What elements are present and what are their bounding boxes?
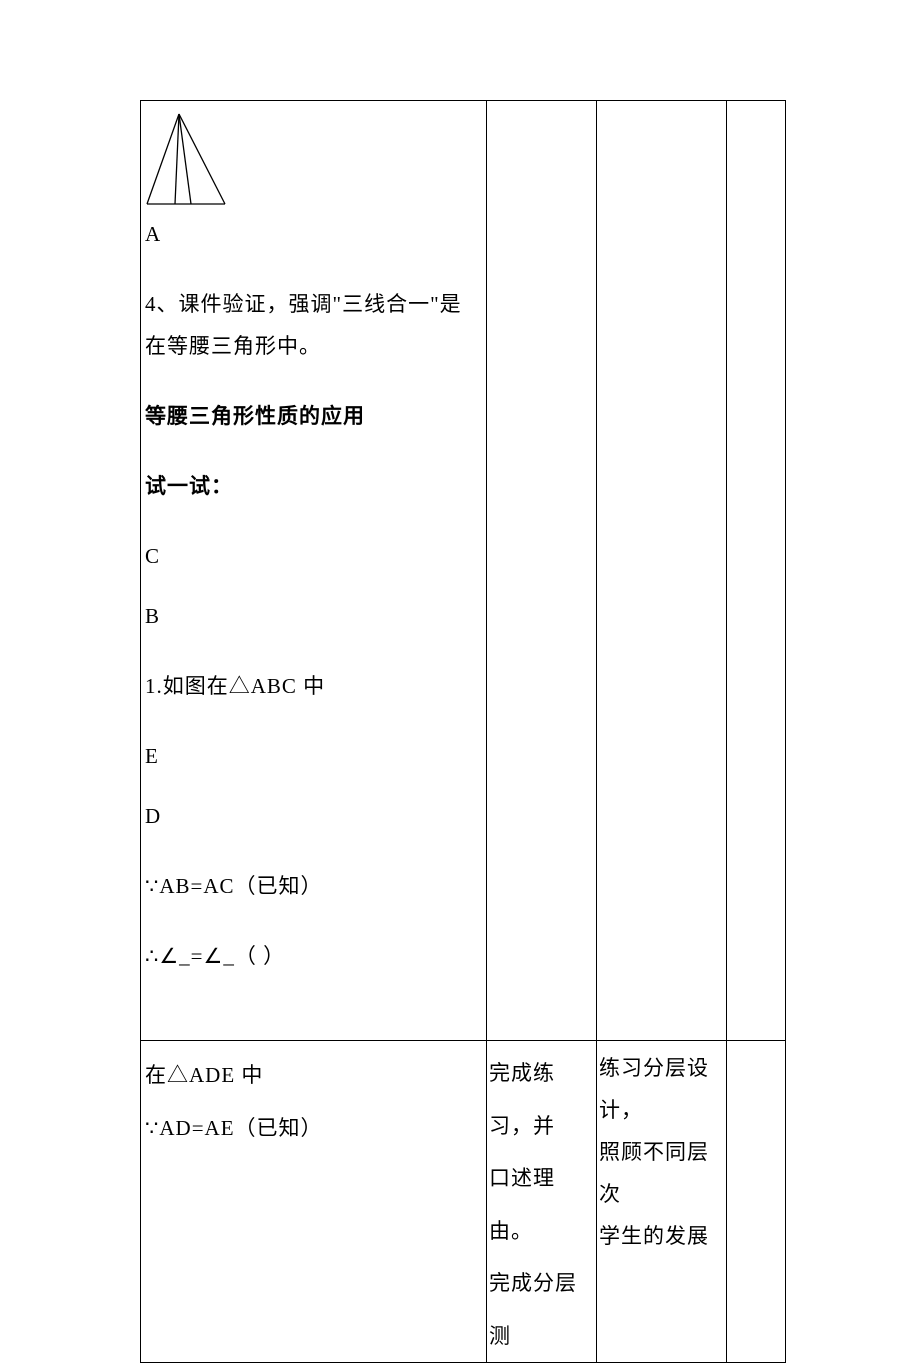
label-B: B <box>145 595 482 637</box>
document-page: A 4、课件验证，强调"三线合一"是在等腰三角形中。 等腰三角形性质的应用 试一… <box>0 0 920 1302</box>
triangle-diagram <box>145 112 245 207</box>
table-row: A 4、课件验证，强调"三线合一"是在等腰三角形中。 等腰三角形性质的应用 试一… <box>141 101 786 1041</box>
empty-cell-r1c3 <box>597 101 727 1041</box>
label-D: D <box>145 795 482 837</box>
row2-col1: 在△ADE 中 ∵AD=AE（已知） <box>141 1041 487 1363</box>
therefore-line-1: ∴∠_=∠_（ ） <box>145 935 482 977</box>
row2-col3-line1: 练习分层设计， <box>599 1047 724 1131</box>
main-content-cell: A 4、课件验证，强调"三线合一"是在等腰三角形中。 等腰三角形性质的应用 试一… <box>141 101 487 1041</box>
question-1: 1.如图在△ABC 中 <box>145 665 482 707</box>
row2-col3-line3: 学生的发展 <box>599 1215 724 1257</box>
row2-col2: 完成练习，并 口述理由。 完成分层测 <box>487 1041 597 1363</box>
label-C: C <box>145 535 482 577</box>
label-A: A <box>145 213 482 255</box>
triangle-svg <box>145 112 245 207</box>
row2-col3-line2: 照顾不同层次 <box>599 1131 724 1215</box>
row2-col2-line3: 完成分层测 <box>489 1257 594 1362</box>
heading-try: 试一试： <box>145 465 482 507</box>
row2-col1-line1: 在△ADE 中 <box>145 1049 482 1102</box>
empty-cell-r1c2 <box>487 101 597 1041</box>
empty-cell-r1c4 <box>727 101 786 1041</box>
row2-col3: 练习分层设计， 照顾不同层次 学生的发展 <box>597 1041 727 1363</box>
because-line-1: ∵AB=AC（已知） <box>145 865 482 907</box>
label-E: E <box>145 735 482 777</box>
row2-col1-line2: ∵AD=AE（已知） <box>145 1102 482 1155</box>
row2-col2-line1: 完成练习，并 <box>489 1047 594 1152</box>
paragraph-4: 4、课件验证，强调"三线合一"是在等腰三角形中。 <box>145 283 482 367</box>
row2-col2-line2: 口述理由。 <box>489 1152 594 1257</box>
table-row: 在△ADE 中 ∵AD=AE（已知） 完成练习，并 口述理由。 完成分层测 练习… <box>141 1041 786 1363</box>
empty-cell-r2c4 <box>727 1041 786 1363</box>
layout-table: A 4、课件验证，强调"三线合一"是在等腰三角形中。 等腰三角形性质的应用 试一… <box>140 100 786 1363</box>
heading-application: 等腰三角形性质的应用 <box>145 395 482 437</box>
